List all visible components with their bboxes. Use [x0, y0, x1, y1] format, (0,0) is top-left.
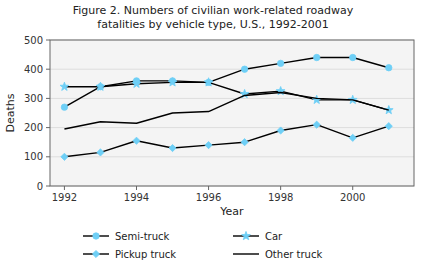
x-tick: [64, 186, 65, 190]
x-axis-label: Year: [219, 205, 244, 218]
point: [204, 78, 213, 86]
y-tick: [46, 156, 50, 157]
y-tick-label: 200: [24, 122, 43, 133]
y-tick-label: 100: [24, 151, 43, 162]
legend-label: Semi-truck: [115, 231, 169, 242]
legend: Semi-truck Car Pickup truck Other truck: [83, 231, 322, 260]
y-tick: [46, 127, 50, 128]
x-tick: [136, 186, 137, 190]
point: [313, 121, 320, 128]
legend-label: Pickup truck: [115, 249, 176, 260]
data-group: [60, 54, 393, 160]
x-tick-label: 1992: [52, 192, 77, 203]
point: [133, 137, 140, 144]
grid-line: [50, 127, 414, 128]
point: [169, 144, 176, 151]
legend-marker: [93, 233, 99, 239]
title: Figure 2. Numbers of civilian work-relat…: [73, 4, 354, 17]
grid-line: [50, 98, 414, 99]
legend-marker: [242, 231, 251, 239]
point: [312, 95, 321, 103]
point: [96, 82, 105, 90]
point: [61, 153, 68, 160]
subtitle: fatalities by vehicle type, U.S., 1992-2…: [97, 18, 328, 31]
y-tick: [46, 186, 50, 187]
grid-line: [50, 156, 414, 157]
series-line: [64, 82, 388, 110]
point: [168, 78, 177, 86]
y-tick: [46, 98, 50, 99]
legend-line: [233, 253, 259, 254]
point: [61, 104, 67, 110]
y-tick: [46, 69, 50, 70]
plot-area: [50, 40, 414, 186]
point: [385, 123, 392, 130]
y-tick-label: 300: [24, 93, 43, 104]
y-tick-label: 500: [24, 35, 43, 46]
x-tick-label: 2000: [340, 192, 365, 203]
chart: Figure 2. Numbers of civilian work-relat…: [0, 0, 426, 277]
plot-frame: [50, 40, 414, 186]
grid-line: [50, 69, 414, 70]
legend-label: Other truck: [265, 249, 322, 260]
y-tick: [46, 40, 50, 41]
point: [241, 66, 247, 72]
legend-marker: [92, 250, 99, 257]
x-tick: [208, 186, 209, 190]
point: [241, 139, 248, 146]
y-tick-label: 400: [24, 64, 43, 75]
point: [313, 54, 319, 60]
legend-label: Car: [265, 231, 283, 242]
point: [97, 149, 104, 156]
y-tick-label: 0: [37, 181, 43, 192]
x-tick-label: 1996: [196, 192, 221, 203]
series-line: [64, 125, 388, 157]
x-tick: [280, 186, 281, 190]
x-tick-label: 1994: [124, 192, 149, 203]
point: [350, 54, 356, 60]
x-tick: [352, 186, 353, 190]
point: [277, 60, 283, 66]
point: [205, 142, 212, 149]
x-tick-label: 1998: [268, 192, 293, 203]
point: [386, 65, 392, 71]
series-line: [64, 93, 388, 130]
point: [60, 82, 69, 90]
point: [277, 127, 284, 134]
point: [349, 134, 356, 141]
y-axis-label: Deaths: [4, 93, 17, 132]
point: [132, 79, 141, 87]
